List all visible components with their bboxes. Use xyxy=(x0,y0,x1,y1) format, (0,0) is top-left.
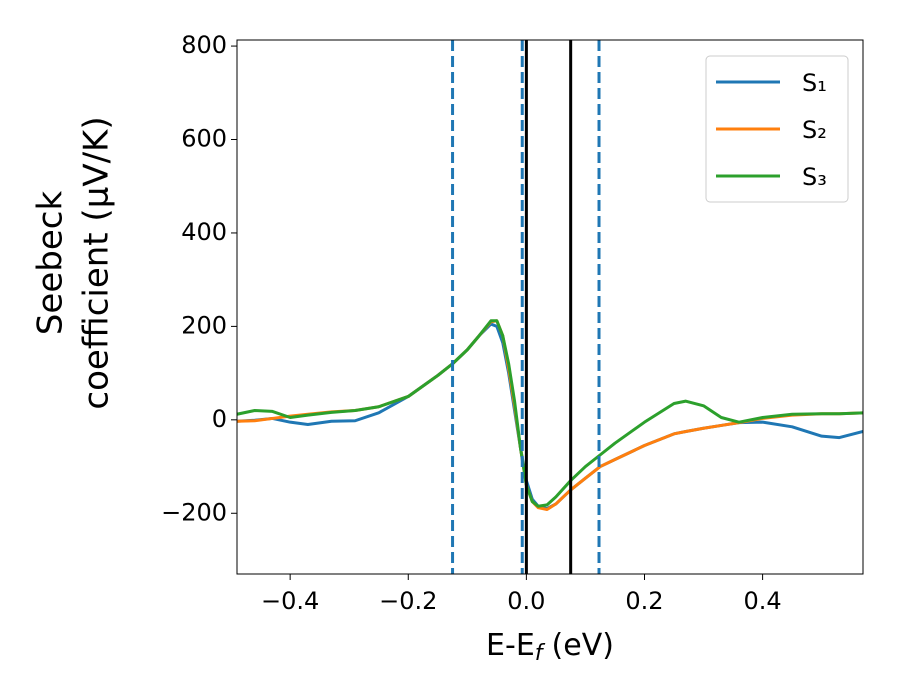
x-axis-label: E-Ef (eV) xyxy=(486,628,614,667)
legend-label: S₂ xyxy=(802,116,827,144)
legend-label: S₃ xyxy=(802,163,827,191)
x-tick-label: −0.4 xyxy=(261,587,319,615)
y-tick-label: −200 xyxy=(161,498,227,526)
y-axis-label: Seebeck xyxy=(31,191,71,336)
axes-frame xyxy=(236,39,864,575)
x-tick-label: 0.0 xyxy=(507,587,545,615)
series-group xyxy=(237,40,863,574)
y-tick-label: 400 xyxy=(181,218,227,246)
legend-label: S₁ xyxy=(802,69,827,97)
x-tick-label: −0.2 xyxy=(379,587,437,615)
x-tick-label: 0.2 xyxy=(625,587,663,615)
series-line xyxy=(237,319,863,512)
series-line xyxy=(237,319,863,508)
y-tick-label: 200 xyxy=(181,311,227,339)
y-axis-label: coefficient (μV/K) xyxy=(77,116,117,409)
x-tick-label: 0.4 xyxy=(744,587,782,615)
x-label-sub: f xyxy=(535,641,546,666)
x-label-main: E-E xyxy=(486,628,535,663)
y-tick-label: 0 xyxy=(212,405,227,433)
x-label-unit: (eV) xyxy=(552,628,614,663)
y-tick-label: 600 xyxy=(181,125,227,153)
y-tick-label: 800 xyxy=(181,31,227,59)
